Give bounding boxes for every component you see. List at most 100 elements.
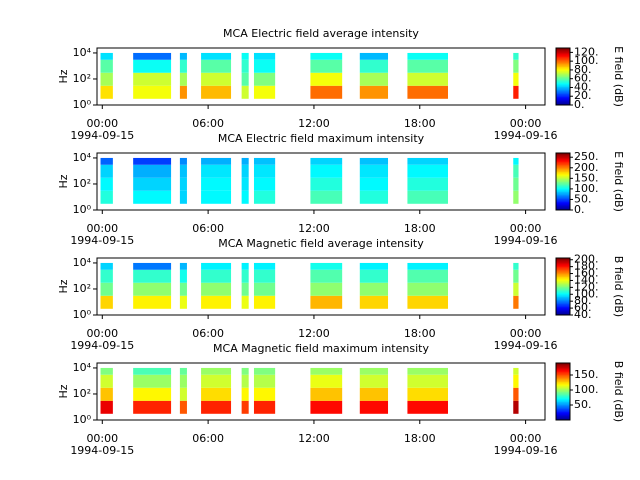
spectrogram-cell — [133, 59, 172, 73]
spectrogram-cell — [241, 52, 249, 60]
colorbar-step — [556, 87, 570, 90]
spectrogram-cell — [513, 295, 519, 309]
spectrogram-cell — [253, 269, 276, 283]
colorbar-step — [556, 400, 570, 402]
colorbar-tick-label: 60. — [574, 301, 592, 314]
colorbar-step — [556, 167, 570, 170]
spectrogram-cell — [133, 157, 172, 165]
x-tick-label: 00:00 — [86, 222, 118, 235]
colorbar-step — [556, 365, 570, 368]
spectrogram-cell — [359, 59, 389, 73]
colorbar-step — [556, 180, 570, 182]
colorbar-step — [556, 272, 570, 275]
colorbar-frame — [555, 152, 571, 211]
colorbar-step — [556, 388, 570, 391]
spectrogram-cell — [241, 269, 249, 283]
colorbar-step — [556, 378, 570, 381]
colorbar-tick-label: 140. — [574, 273, 599, 286]
x-tick-date: 1994-09-15 — [70, 444, 134, 457]
colorbar-step — [556, 292, 570, 295]
x-tick-label: 18:00 — [404, 117, 436, 130]
colorbar-step — [556, 297, 570, 300]
colorbar-step — [556, 417, 570, 420]
colorbar-step — [556, 398, 570, 401]
colorbar-step — [556, 161, 570, 164]
colorbar-step — [556, 391, 570, 394]
colorbar-step — [556, 191, 570, 194]
colorbar-step — [556, 364, 570, 367]
colorbar-tick-label: 0. — [574, 98, 585, 111]
y-tick-label: 10² — [73, 282, 91, 295]
panel-title: MCA Magnetic field maximum intensity — [213, 342, 429, 355]
x-tick-label: 06:00 — [192, 222, 224, 235]
colorbar-step — [556, 200, 570, 202]
spectrogram-cell — [407, 177, 448, 191]
colorbar-step — [556, 263, 570, 266]
colorbar-tick-label: 100. — [574, 54, 599, 67]
spectrogram-cell — [133, 367, 172, 375]
y-axis-label: Hz — [57, 174, 70, 188]
spectrogram-cell — [179, 282, 187, 296]
colorbar-step — [556, 79, 570, 82]
colorbar-tick-label: 160. — [574, 267, 599, 280]
x-tick-label: 00:00 — [510, 432, 542, 445]
colorbar-step — [556, 283, 570, 286]
colorbar-label: E field (dB) — [612, 46, 625, 107]
spectrogram-cell — [359, 269, 389, 283]
colorbar-step — [556, 65, 570, 68]
colorbar-tick-label: 80. — [574, 63, 592, 76]
spectrogram-cell — [407, 190, 448, 204]
colorbar-step — [556, 175, 570, 178]
spectrogram-cell — [310, 282, 343, 296]
colorbar-step — [556, 290, 570, 293]
spectrogram-cell — [310, 295, 343, 309]
x-tick-label: 06:00 — [192, 432, 224, 445]
colorbar-step — [556, 259, 570, 262]
colorbar-frame — [555, 47, 571, 106]
spectrogram-cell — [253, 52, 276, 60]
spectrogram-cell — [201, 295, 232, 309]
colorbar-step — [556, 198, 570, 201]
colorbar-step — [556, 306, 570, 309]
spectrogram-cell — [407, 59, 448, 73]
spectrogram-cell — [407, 387, 448, 401]
spectrogram-cell — [513, 72, 519, 86]
colorbar-step — [556, 97, 570, 100]
colorbar-step — [556, 52, 570, 55]
y-axis-label: Hz — [57, 384, 70, 398]
spectrogram-cell — [241, 164, 249, 178]
x-tick-date: 1994-09-16 — [494, 339, 558, 352]
x-tick-label: 12:00 — [298, 327, 330, 340]
spectrogram-cell — [241, 374, 249, 388]
colorbar-step — [556, 371, 570, 374]
spectrogram-cell — [513, 262, 519, 270]
spectrogram-cell — [359, 387, 389, 401]
colorbar-step — [556, 289, 570, 292]
colorbar-step — [556, 279, 570, 282]
x-tick-date: 1994-09-16 — [494, 129, 558, 142]
y-tick-label: 10² — [73, 387, 91, 400]
spectrogram-cell — [241, 387, 249, 401]
colorbar-step — [556, 382, 570, 385]
spectrogram-cell — [407, 262, 448, 270]
spectrogram-cell — [201, 52, 232, 60]
colorbar-tick-label: 0. — [574, 203, 585, 216]
spectrogram-cell — [100, 52, 113, 60]
spectrogram-cell — [513, 157, 519, 165]
spectrogram-cell — [179, 157, 187, 165]
colorbar-step — [556, 410, 570, 412]
plot-frame — [96, 362, 546, 421]
colorbar-step — [556, 171, 570, 174]
spectrogram-cell — [359, 295, 389, 309]
spectrogram-cell — [407, 400, 448, 414]
colorbar-step — [556, 287, 570, 290]
colorbar-step — [556, 158, 570, 161]
colorbar-step — [556, 92, 570, 95]
spectrogram-cell — [201, 367, 232, 375]
spectrogram-cell — [407, 295, 448, 309]
colorbar-step — [556, 395, 570, 398]
spectrogram-cell — [201, 282, 232, 296]
spectrogram-cell — [133, 190, 172, 204]
spectrogram-cell — [201, 387, 232, 401]
